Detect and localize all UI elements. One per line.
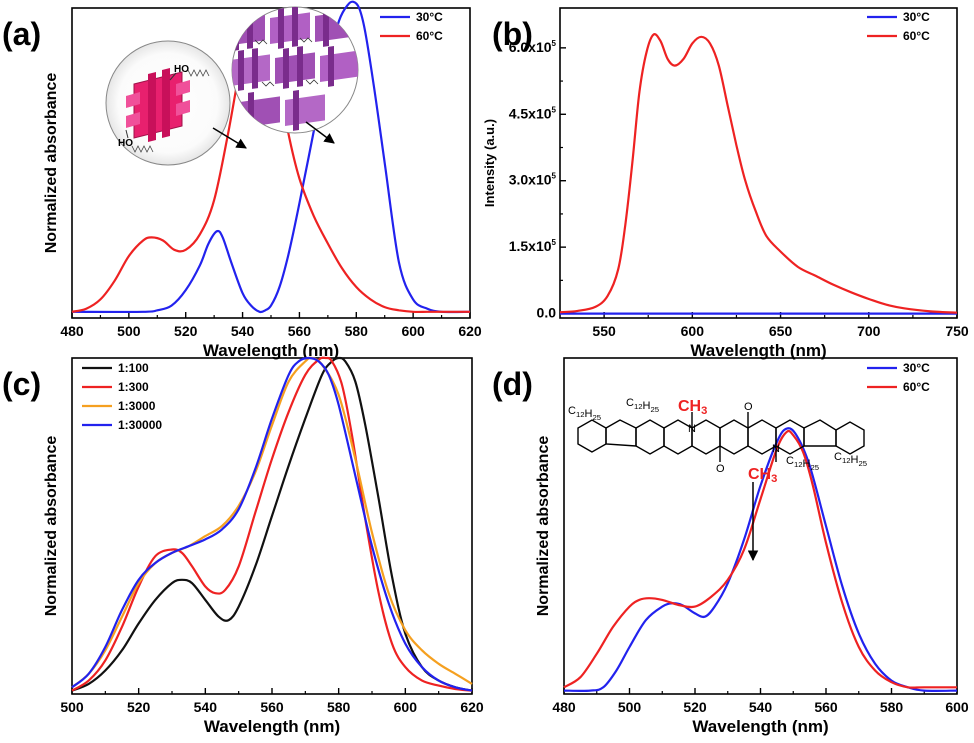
ring-a <box>635 419 665 455</box>
alkyl-right-outer-label: C12H25 <box>834 451 867 468</box>
chart-c: 500 520 540 560 580 600 620 Wavelength (nm) Norm… <box>43 356 484 736</box>
chart-d: 480 500 520 540 560 580 600 Wavelength (nm) Norm… <box>535 357 969 736</box>
x-tick-label-b-4: 750 <box>945 323 969 339</box>
legend-label-c-0: 1:100 <box>118 361 149 375</box>
ring-left-five <box>605 419 637 447</box>
legend-label-c-2: 1:3000 <box>118 399 156 413</box>
x-tick-label-b-1: 600 <box>681 323 705 339</box>
y-axis-title-d: Normalized absorbance <box>535 436 552 617</box>
hydroxyl-label-2: HO <box>118 138 133 149</box>
legend-label-d-1: 60°C <box>903 380 930 394</box>
x-tick-label-a-5: 580 <box>345 323 369 339</box>
series-line-d-0 <box>563 427 958 692</box>
alkyl-left-inner-label: C12H25 <box>626 397 659 414</box>
y-tick-label-b-4: 6.0x105 <box>509 39 557 55</box>
arrow-aggregate-to-peak <box>305 121 335 144</box>
y-tick-label-b-2: 3.0x105 <box>509 172 557 188</box>
arrow-monomer-to-peak <box>212 127 247 149</box>
legend-label-c-1: 1:300 <box>118 380 149 394</box>
series-line-a-0 <box>71 0 471 314</box>
x-tick-label-b-3: 700 <box>857 323 881 339</box>
carbonyl-bottom-label: O <box>716 463 725 475</box>
x-tick-label-c-3: 560 <box>260 699 284 715</box>
plot-frame-d <box>563 357 958 695</box>
y-axis-title-a: Normalized absorbance <box>43 73 60 254</box>
methyl-top-label: CH3 <box>678 398 707 417</box>
x-axis-title-d: Wavelength (nm) <box>692 717 828 736</box>
ring-right-five <box>803 419 837 447</box>
series-line-c-2 <box>71 356 473 689</box>
alkyl-right-inner-label: C12H25 <box>786 455 819 472</box>
panel-d-label: (d) <box>492 366 533 402</box>
x-tick-label-a-2: 520 <box>174 323 198 339</box>
plot-frame-b <box>559 7 958 319</box>
methyl-bottom-label: CH3 <box>748 466 777 485</box>
x-tick-label-c-1: 520 <box>127 699 151 715</box>
x-tick-label-b-2: 650 <box>769 323 793 339</box>
legend-label-a-0: 30°C <box>416 10 443 24</box>
carbonyl-top-label: O <box>744 401 753 413</box>
nitrogen-bottom-label: N <box>772 443 780 455</box>
x-tick-label-d-1: 500 <box>618 699 642 715</box>
ring-left-benzene <box>577 419 607 453</box>
x-tick-label-d-5: 580 <box>880 699 904 715</box>
series-line-c-0 <box>71 356 473 692</box>
x-tick-label-c-0: 500 <box>60 699 84 715</box>
y-tick-label-b-3: 4.5x105 <box>509 105 557 121</box>
x-axis-title-c: Wavelength (nm) <box>204 717 340 736</box>
chart-a: 480 500 520 540 560 580 600 620 Wavelength (nm) N… <box>43 0 482 360</box>
x-tick-label-a-3: 540 <box>231 323 255 339</box>
chart-b: 550 600 650 700 750 0.0 1.5x105 3.0x105 4.5x105 6… <box>482 7 969 360</box>
x-axis-title-a: Wavelength (nm) <box>203 341 339 360</box>
molecule-structure <box>577 412 865 462</box>
series-line-d-1 <box>563 429 957 689</box>
legend-label-a-1: 60°C <box>416 29 443 43</box>
hydroxyl-bond-2 <box>125 129 129 139</box>
y-axis-title-c: Normalized absorbance <box>43 436 60 617</box>
x-tick-label-a-0: 480 <box>60 323 84 339</box>
panel-b-label: (b) <box>492 16 533 52</box>
x-tick-label-b-0: 550 <box>592 323 616 339</box>
y-tick-label-b-0: 0.0 <box>537 305 557 321</box>
x-tick-label-c-2: 540 <box>194 699 218 715</box>
panel-c-label: (c) <box>2 366 41 402</box>
x-tick-label-a-4: 560 <box>288 323 312 339</box>
inset-aggregate <box>231 6 359 134</box>
series-line-c-3 <box>71 356 473 692</box>
legend-label-c-3: 1:30000 <box>118 418 162 432</box>
y-axis-title-b: Intensity (a.u.) <box>482 119 497 207</box>
x-tick-label-a-7: 620 <box>458 323 482 339</box>
ring-c <box>691 419 721 455</box>
ring-d <box>719 419 749 455</box>
alkyl-chain-2 <box>131 145 154 153</box>
x-tick-label-a-1: 500 <box>117 323 141 339</box>
x-axis-title-b: Wavelength (nm) <box>690 341 826 360</box>
inset-monomer: HO HO <box>105 40 231 166</box>
x-tick-label-c-5: 600 <box>394 699 418 715</box>
alkyl-chain-1 <box>187 69 210 77</box>
legend-label-d-0: 30°C <box>903 361 930 375</box>
x-tick-label-d-0: 480 <box>552 699 576 715</box>
x-tick-label-a-6: 600 <box>401 323 425 339</box>
molecule-labels: CH3 CH3 N N O O C12H25 C12H25 C12H25 C12… <box>568 397 867 485</box>
series-line-b-1 <box>559 33 958 314</box>
legend-label-b-1: 60°C <box>903 29 930 43</box>
monomer-icon <box>126 68 190 142</box>
hydroxyl-label-1: HO <box>174 64 189 75</box>
x-tick-label-d-2: 520 <box>683 699 707 715</box>
hydroxyl-bond-1 <box>169 72 177 81</box>
series-line-c-1 <box>71 356 473 692</box>
x-tick-label-d-3: 540 <box>749 699 773 715</box>
y-tick-label-b-1: 1.5x105 <box>509 238 557 254</box>
x-tick-label-c-4: 580 <box>327 699 351 715</box>
x-tick-label-d-6: 600 <box>945 699 969 715</box>
ring-right-benzene <box>835 421 865 455</box>
alkyl-left-outer-label: C12H25 <box>568 405 601 422</box>
x-tick-label-d-4: 560 <box>814 699 838 715</box>
legend-label-b-0: 30°C <box>903 10 930 24</box>
panel-a-label: (a) <box>2 16 41 52</box>
nitrogen-top-label: N <box>688 423 696 435</box>
x-tick-label-c-6: 620 <box>460 699 484 715</box>
